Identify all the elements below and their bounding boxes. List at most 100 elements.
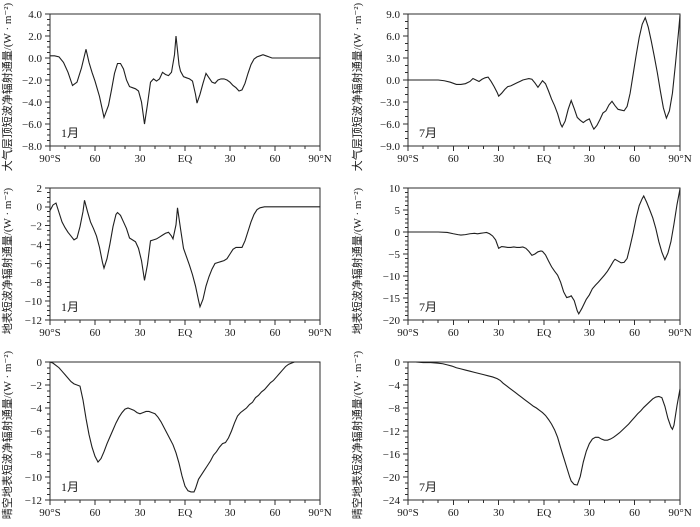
x-tick-label: 60 xyxy=(270,327,282,339)
x-tick-label: 90°N xyxy=(668,153,691,165)
x-tick-label: 60 xyxy=(448,153,460,165)
y-tick-label: −2.0 xyxy=(22,75,42,87)
y-tick-label: 0 xyxy=(395,357,401,369)
y-tick-label: −24 xyxy=(383,495,401,507)
y-tick-label: −6 xyxy=(30,426,42,438)
x-tick-label: 60 xyxy=(448,327,460,339)
x-tick-label: 90°S xyxy=(39,153,61,165)
y-tick-label: −6.0 xyxy=(380,119,400,131)
x-tick-label: 60 xyxy=(270,153,282,165)
plot-frame xyxy=(49,13,321,147)
y-tick-label: −12 xyxy=(383,426,400,438)
y-axis-title: 大气层顶短波净辐射通量/(W · m⁻²) xyxy=(350,2,364,171)
axis-ticks xyxy=(403,13,681,151)
y-tick-label: −10 xyxy=(25,296,43,308)
x-tick-label: 30 xyxy=(225,327,237,339)
y-tick-label: −5 xyxy=(388,249,400,261)
x-tick-label: EQ xyxy=(537,153,552,165)
y-tick-label: −8 xyxy=(30,449,42,461)
axis-ticks xyxy=(403,361,681,505)
y-tick-label: −2 xyxy=(30,221,42,233)
x-tick-label: 90°N xyxy=(668,507,691,519)
y-tick-label: 9.0 xyxy=(386,9,400,21)
y-tick-label: −10 xyxy=(383,271,401,283)
x-tick-label: 90°N xyxy=(308,153,331,165)
panel-toa-january: 4.0 2.0 0.0 −2.0 −4.0 −6.0 −8.0 90°S 60 30 EQ 30 60 9… xyxy=(0,0,350,174)
panel-clearsky-surface-july: 0 −4 −8 −12 −16 −20 −24 90°S 60 30 EQ 30 60 90°N 7月 晴空地… xyxy=(350,348,700,522)
x-tick-label: EQ xyxy=(537,507,552,519)
data-line xyxy=(49,35,321,125)
x-tick-label: 90°N xyxy=(668,327,691,339)
month-label: 7月 xyxy=(419,480,437,494)
x-tick-label: EQ xyxy=(178,327,193,339)
month-label: 1月 xyxy=(61,480,79,494)
data-line xyxy=(407,14,681,131)
month-label: 1月 xyxy=(61,300,79,314)
x-tick-label: 30 xyxy=(225,153,237,165)
panel-clearsky-surface-january: 0 −2 −4 −6 −8 −10 −12 90°S 60 30 EQ 30 60 90°N 1月 晴空地表短… xyxy=(0,348,350,522)
x-tick-label: 60 xyxy=(448,507,460,519)
y-tick-label: −16 xyxy=(383,449,401,461)
y-tick-label: −6.0 xyxy=(22,119,42,131)
panel-surface-july: 10 5 0 −5 −10 −15 −20 90°S 60 30 EQ 30 60 90°N 7月 地表短波净… xyxy=(350,174,700,348)
y-tick-label: −10 xyxy=(25,472,43,484)
y-tick-label: 0.0 xyxy=(28,53,42,65)
y-tick-label: −20 xyxy=(383,315,401,327)
y-tick-label: −2 xyxy=(30,380,42,392)
y-tick-label: −6 xyxy=(30,258,42,270)
x-tick-label: 90°N xyxy=(308,327,331,339)
x-tick-label: EQ xyxy=(178,153,193,165)
y-tick-label: −9.0 xyxy=(380,141,400,153)
y-tick-label: 0 xyxy=(37,357,43,369)
y-tick-label: −20 xyxy=(383,472,401,484)
y-tick-label: 0 xyxy=(37,202,43,214)
plot-frame xyxy=(407,361,681,501)
x-tick-label: 60 xyxy=(90,507,102,519)
y-tick-label: −12 xyxy=(25,315,42,327)
x-tick-label: EQ xyxy=(537,327,552,339)
plot-frame xyxy=(49,361,321,501)
y-tick-label: −8.0 xyxy=(22,141,42,153)
y-tick-label: −4 xyxy=(388,380,400,392)
y-axis-title: 晴空地表短波净辐射通量/(W · m⁻²) xyxy=(0,350,14,519)
x-tick-label: 90°N xyxy=(308,507,331,519)
y-tick-label: −12 xyxy=(25,495,42,507)
x-tick-label: 30 xyxy=(493,327,505,339)
axis-ticks xyxy=(45,187,321,325)
data-line xyxy=(49,200,321,309)
chart-toa-july: 9.0 6.0 3.0 0.0 −3.0 −6.0 −9.090°S 60 30 EQ 30 60 90… xyxy=(350,2,692,171)
x-tick-label: EQ xyxy=(178,507,193,519)
x-tick-label: 60 xyxy=(629,327,641,339)
x-tick-label: 90°S xyxy=(39,507,61,519)
x-tick-label: 60 xyxy=(629,153,641,165)
panel-surface-january: 2 0 −2 −4 −6 −8 −10 −12 90°S 60 30 EQ 30 60 90°N 1月 地表短波… xyxy=(0,174,350,348)
x-tick-label: 30 xyxy=(584,507,596,519)
x-tick-label: 30 xyxy=(135,327,147,339)
y-tick-label: 2.0 xyxy=(28,31,42,43)
axis-ticks xyxy=(403,187,681,325)
y-axis-title: 晴空地表短波净辐射通量/(W · m⁻²) xyxy=(350,350,364,519)
y-tick-label: 6.0 xyxy=(386,31,400,43)
y-tick-label: 0 xyxy=(395,227,401,239)
x-tick-label: 90°S xyxy=(397,327,419,339)
axis-ticks xyxy=(45,361,321,505)
y-tick-label: 4.0 xyxy=(28,9,42,21)
x-tick-label: 60 xyxy=(270,507,282,519)
data-line xyxy=(407,361,681,486)
data-line xyxy=(407,188,681,316)
y-tick-label: −15 xyxy=(383,293,401,305)
y-tick-label: 2 xyxy=(37,183,43,195)
y-axis-title: 大气层顶短波净辐射通量/(W · m⁻²) xyxy=(0,2,14,171)
month-label: 7月 xyxy=(419,300,437,314)
y-tick-label: −8 xyxy=(30,277,42,289)
y-axis-title: 地表短波净辐射通量/(W · m⁻²) xyxy=(350,187,364,334)
x-tick-label: 30 xyxy=(584,153,596,165)
x-tick-label: 30 xyxy=(135,153,147,165)
chart-toa-january: 4.0 2.0 0.0 −2.0 −4.0 −6.0 −8.090°S 60 30 EQ 30 60 9… xyxy=(0,2,332,171)
y-axis-title: 地表短波净辐射通量/(W · m⁻²) xyxy=(0,187,14,334)
x-tick-label: 90°S xyxy=(397,153,419,165)
x-tick-label: 30 xyxy=(493,507,505,519)
plot-frame xyxy=(407,13,681,147)
